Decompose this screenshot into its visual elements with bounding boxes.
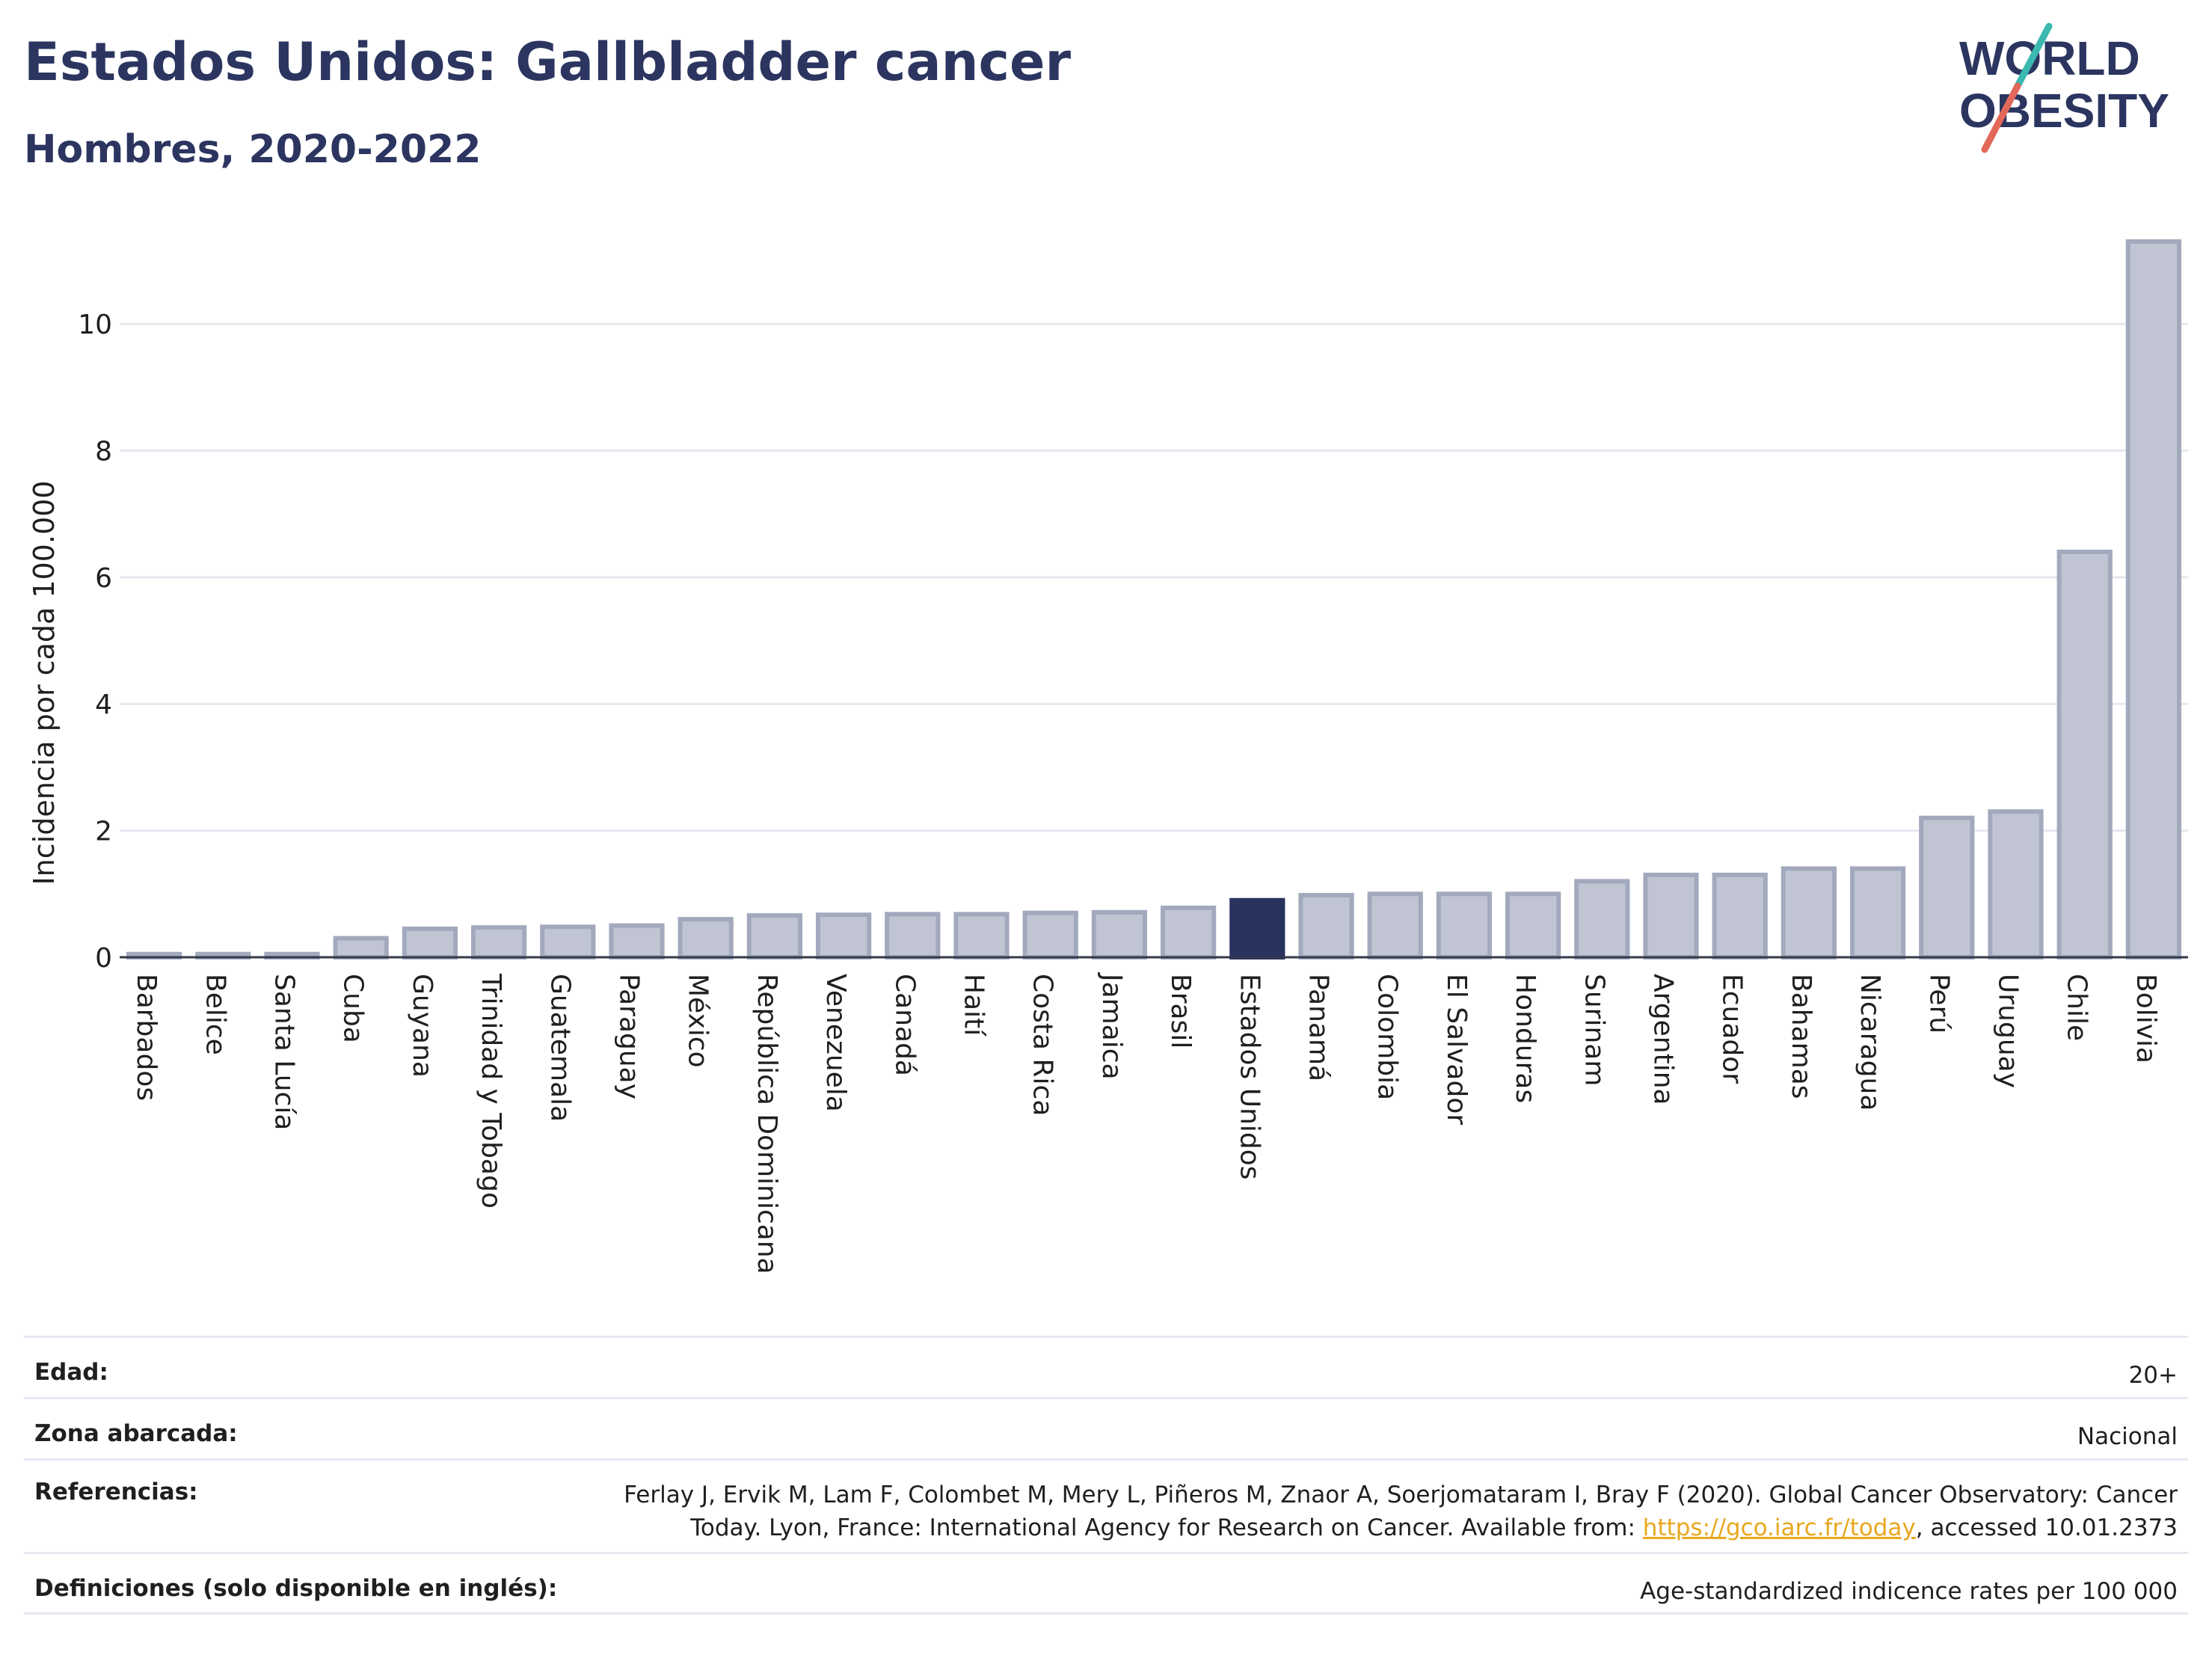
x-tick-label: Argentina bbox=[1648, 974, 1679, 1105]
y-tick-label: 4 bbox=[95, 690, 112, 720]
x-tick-label: Estados Unidos bbox=[1234, 974, 1265, 1180]
bar-guyana bbox=[402, 926, 458, 960]
bar-chile bbox=[2056, 549, 2113, 959]
x-tick-label: Brasil bbox=[1165, 974, 1196, 1048]
x-tick-label: Chile bbox=[2062, 974, 2092, 1041]
bar-rep-blica-dominicana bbox=[746, 913, 803, 959]
meta-row-references: Referencias: Ferlay J, Ervik M, Lam F, C… bbox=[24, 1458, 2188, 1552]
bar-costa-rica bbox=[1022, 910, 1078, 959]
bar-el-salvador bbox=[1436, 891, 1493, 959]
x-tick-label: Santa Lucía bbox=[269, 974, 300, 1130]
bar-ecuador bbox=[1712, 872, 1768, 960]
x-tick-label: Bahamas bbox=[1786, 974, 1816, 1099]
references-link[interactable]: https://gco.iarc.fr/today bbox=[1642, 1514, 1916, 1541]
bar-cuba bbox=[333, 936, 389, 959]
y-tick-labels: 0 2 4 6 8 10 bbox=[78, 310, 112, 974]
chart-subtitle: Hombres, 2020-2022 bbox=[24, 127, 482, 172]
x-tick-label: Honduras bbox=[1510, 974, 1540, 1103]
bar-chart: 0 2 4 6 8 10 Barbados Belice Santa Lucía Cuba Guy… bbox=[28, 239, 2188, 1274]
x-tick-label: Surinam bbox=[1579, 974, 1609, 1086]
x-tick-label: México bbox=[683, 974, 713, 1068]
references-line-2: Today. Lyon, France: International Agenc… bbox=[690, 1514, 1643, 1541]
x-tick-label: El Salvador bbox=[1441, 974, 1472, 1125]
bar-trinidad-y-tobago bbox=[470, 925, 527, 959]
references-line-2-end: , accessed 10.01.2373 bbox=[1915, 1514, 2178, 1541]
references-line-1: Ferlay J, Ervik M, Lam F, Colombet M, Me… bbox=[624, 1481, 2178, 1508]
bar-argentina bbox=[1643, 872, 1699, 960]
x-tick-label: Cuba bbox=[338, 974, 369, 1043]
logo-slash-red bbox=[1981, 82, 2021, 153]
y-tick-label: 0 bbox=[95, 943, 112, 974]
bar-bolivia bbox=[2125, 239, 2182, 959]
bar-paraguay bbox=[609, 923, 665, 960]
y-axis-label: Incidencia por cada 100.000 bbox=[28, 481, 61, 885]
x-tick-label: Costa Rica bbox=[1027, 974, 1058, 1116]
x-tick-label: Perú bbox=[1923, 974, 1954, 1034]
meta-row-definitions: Definiciones (solo disponible en inglés)… bbox=[24, 1552, 2188, 1615]
x-tick-label: Belice bbox=[200, 974, 230, 1055]
bar-m-xico bbox=[678, 917, 734, 959]
x-tick-label: Bolivia bbox=[2130, 974, 2161, 1063]
grid-lines bbox=[120, 322, 2188, 832]
bars bbox=[126, 239, 2182, 960]
logo-slash-teal bbox=[2014, 22, 2053, 90]
x-tick-labels: Barbados Belice Santa Lucía Cuba Guyana Trini… bbox=[131, 972, 2161, 1274]
logo-line-1: WORLD bbox=[1959, 31, 2140, 85]
x-tick-label: Paraguay bbox=[614, 974, 645, 1099]
area-value: Nacional bbox=[2077, 1423, 2178, 1450]
x-tick-label: Uruguay bbox=[1993, 974, 2024, 1088]
x-tick-label: Barbados bbox=[131, 974, 162, 1101]
meta-row-area: Zona abarcada: Nacional bbox=[24, 1397, 2188, 1458]
x-tick-label: Panamá bbox=[1303, 974, 1334, 1081]
y-tick-label: 10 bbox=[78, 310, 112, 340]
bar-colombia bbox=[1367, 891, 1423, 959]
bar-hait- bbox=[953, 912, 1010, 960]
x-tick-label: Haití bbox=[959, 974, 989, 1037]
x-tick-label: Ecuador bbox=[1717, 974, 1748, 1084]
y-tick-label: 2 bbox=[95, 817, 112, 847]
bar-brasil bbox=[1160, 905, 1217, 960]
bar-per- bbox=[1919, 815, 1975, 959]
bar-estados-unidos bbox=[1229, 897, 1285, 960]
references-label: Referencias: bbox=[34, 1479, 198, 1505]
age-label: Edad: bbox=[34, 1359, 108, 1386]
bar-nicaragua bbox=[1849, 866, 1906, 959]
x-tick-label: Guatemala bbox=[544, 974, 575, 1122]
chart-title: Estados Unidos: Gallbladder cancer bbox=[24, 31, 1071, 93]
x-tick-label: Trinidad y Tobago bbox=[476, 973, 506, 1209]
bar-surinam bbox=[1574, 879, 1630, 960]
y-tick-label: 8 bbox=[95, 436, 112, 467]
y-tick-label: 6 bbox=[95, 563, 112, 594]
bar-uruguay bbox=[1988, 809, 2044, 960]
x-tick-label: Nicaragua bbox=[1855, 974, 1885, 1111]
bar-panam- bbox=[1298, 893, 1354, 959]
bar-honduras bbox=[1505, 891, 1561, 959]
x-tick-label: Venezuela bbox=[820, 974, 851, 1112]
definitions-value: Age-standardized indicence rates per 100… bbox=[1640, 1578, 2178, 1605]
bar-bahamas bbox=[1781, 866, 1837, 959]
references-value: Ferlay J, Ervik M, Lam F, Colombet M, Me… bbox=[624, 1479, 2178, 1544]
x-tick-label: Jamaica bbox=[1096, 972, 1127, 1080]
bar-canad- bbox=[885, 912, 941, 960]
age-value: 20+ bbox=[2128, 1362, 2178, 1389]
definitions-label: Definiciones (solo disponible en inglés)… bbox=[34, 1575, 558, 1602]
bar-jamaica bbox=[1091, 909, 1148, 959]
area-label: Zona abarcada: bbox=[34, 1420, 238, 1447]
bar-guatemala bbox=[540, 924, 596, 959]
x-tick-label: Guyana bbox=[407, 974, 437, 1078]
x-tick-label: Canadá bbox=[889, 974, 920, 1076]
x-tick-label: Colombia bbox=[1372, 974, 1403, 1100]
world-obesity-logo: WORLD OBESITY bbox=[1959, 22, 2169, 153]
x-tick-label: República Dominicana bbox=[752, 974, 782, 1274]
metadata-table: Edad: 20+ Zona abarcada: Nacional Refere… bbox=[24, 1336, 2188, 1615]
meta-row-age: Edad: 20+ bbox=[24, 1336, 2188, 1397]
bar-venezuela bbox=[815, 912, 872, 960]
